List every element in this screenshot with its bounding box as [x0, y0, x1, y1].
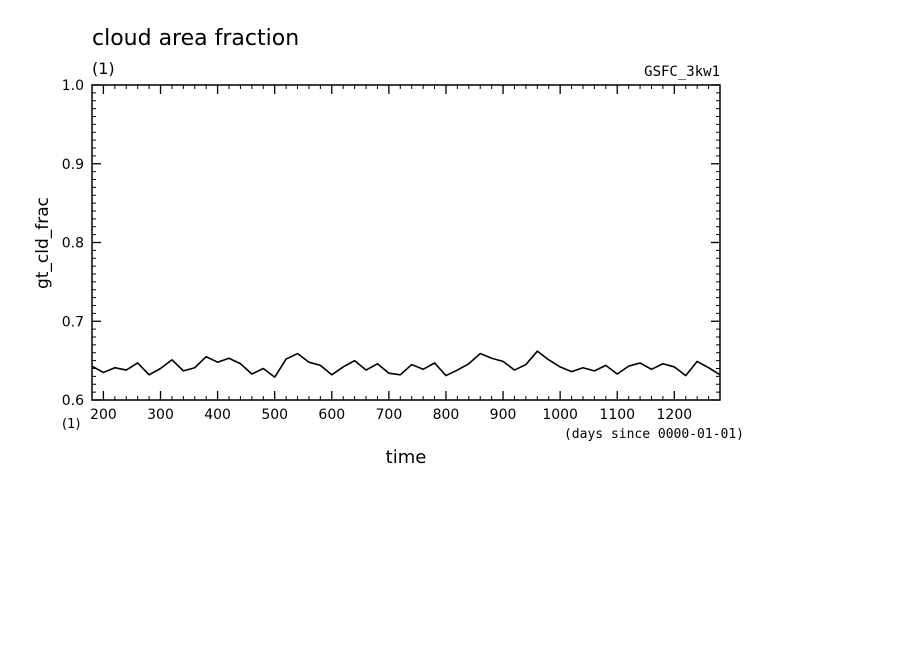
value-units-label: (1)	[92, 59, 115, 78]
x-axis-units-right: (days since 0000-01-01)	[564, 427, 744, 442]
y-tick-label: 0.6	[62, 393, 84, 409]
series-layer	[91, 350, 721, 378]
chart-title: cloud area fraction	[92, 26, 299, 51]
y-axis: 0.6 0.7 0.8 0.9 1.0	[62, 78, 720, 409]
y-tick-label: 0.7	[62, 314, 84, 330]
x-axis-label: time	[386, 447, 427, 468]
y-tick-label: 0.8	[62, 236, 84, 252]
x-tick-label: 300	[147, 407, 174, 423]
x-tick-label: 900	[490, 407, 517, 423]
x-tick-label: 600	[318, 407, 345, 423]
x-axis-units-left: (1)	[62, 417, 80, 432]
run-label: GSFC_3kw1	[644, 64, 720, 80]
x-axis: 200 300 400 500 600 700 800 900 1000 1100 1200	[90, 85, 721, 423]
plot-frame	[91, 84, 721, 401]
y-tick-label: 0.9	[62, 157, 84, 173]
y-tick-label: 1.0	[62, 78, 84, 94]
x-tick-label: 800	[433, 407, 460, 423]
x-tick-label: 700	[376, 407, 403, 423]
x-tick-label: 1000	[542, 407, 578, 423]
x-tick-label: 200	[90, 407, 117, 423]
x-tick-label: 1200	[657, 407, 693, 423]
y-axis-label: gt_cld_frac	[33, 197, 53, 289]
x-tick-label: 400	[204, 407, 231, 423]
x-tick-label: 1100	[599, 407, 635, 423]
x-tick-label: 500	[261, 407, 288, 423]
series-line	[91, 350, 721, 378]
